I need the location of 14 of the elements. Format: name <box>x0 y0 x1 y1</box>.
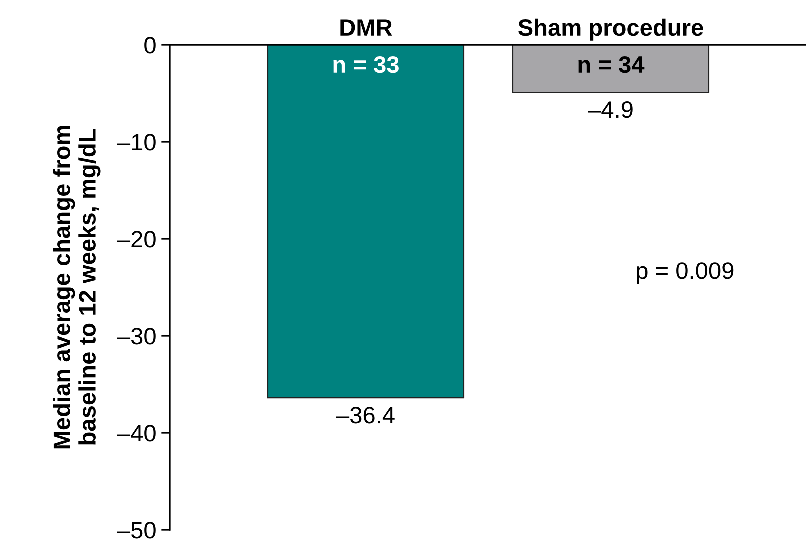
y-tick-label: –30 <box>117 328 156 345</box>
annotation: p = 0.009 <box>637 262 734 284</box>
y-tick-label: –50 <box>117 522 156 539</box>
y-tick-label: –10 <box>117 134 156 151</box>
y-tick-label: 0 <box>144 37 156 54</box>
data-label: –36.4 <box>336 407 395 424</box>
annotation: n = 33 <box>334 56 399 74</box>
y-axis-title: Median average change from baseline to 12 weeks, mg/dL <box>53 126 101 449</box>
data-label: –4.9 <box>588 101 633 118</box>
y-tick-label: –20 <box>117 231 156 248</box>
y-tick-label: –40 <box>117 425 156 442</box>
x-tick-label: DMR <box>340 20 392 36</box>
annotation: n = 34 <box>578 56 645 74</box>
x-tick-label: Sham procedure <box>518 18 704 41</box>
